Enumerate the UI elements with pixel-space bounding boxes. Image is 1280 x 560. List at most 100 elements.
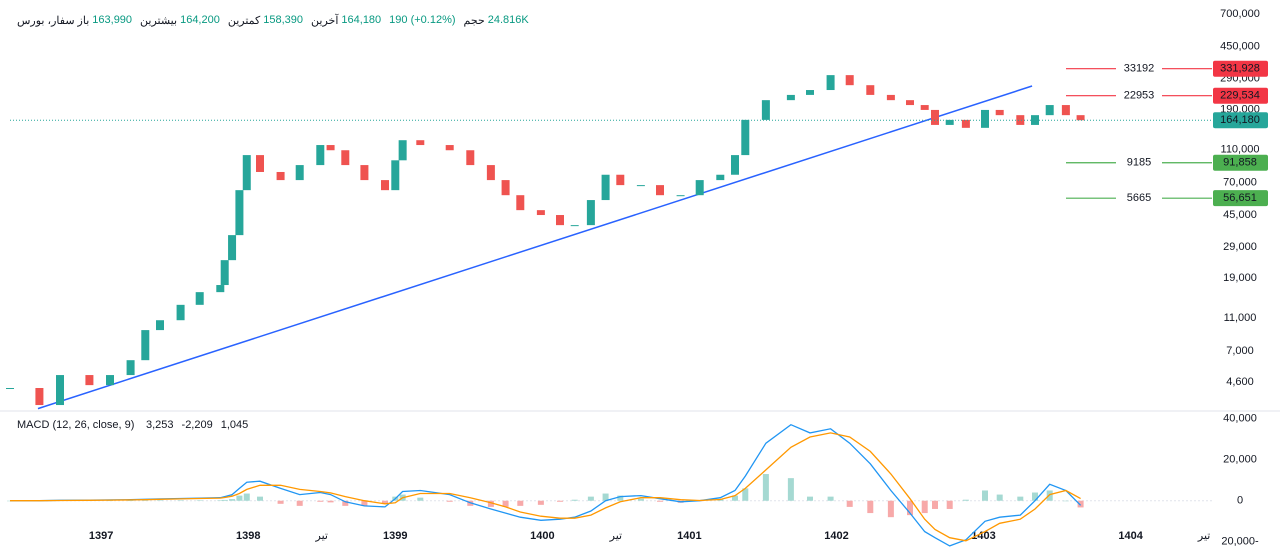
- y-tick-label: 70,000: [1223, 177, 1257, 189]
- candle-body: [1031, 115, 1039, 125]
- candle-body: [276, 171, 285, 181]
- low-label: کمترین: [227, 15, 261, 27]
- header: سفار، بورس باز 163,990 بیشترین 164,200 کمت…: [17, 14, 534, 27]
- candle-body: [141, 330, 150, 361]
- macd-legend-value: 1,045: [221, 419, 249, 431]
- histogram-bar: [487, 500, 494, 507]
- histogram-bar: [887, 500, 894, 518]
- candle-body: [845, 75, 854, 86]
- histogram-bar: [657, 500, 663, 502]
- candle-body: [945, 119, 954, 125]
- candle-body: [636, 185, 645, 187]
- candle-body: [676, 195, 685, 197]
- candle-body: [381, 180, 389, 191]
- x-tick-label: 1403: [971, 530, 995, 542]
- histogram-bar: [602, 493, 609, 501]
- x-tick-label: 1398: [236, 530, 260, 542]
- level-tag-label: 229,534: [1220, 90, 1260, 102]
- histogram-bar: [807, 496, 813, 501]
- candle-body: [106, 375, 114, 386]
- x-tick-label: 1397: [89, 530, 113, 542]
- histogram-bar: [142, 500, 149, 501]
- level-tag-label: 56,651: [1223, 192, 1257, 204]
- histogram-bar: [221, 499, 228, 501]
- x-tick-label: 1402: [824, 530, 848, 542]
- histogram-bar: [867, 500, 874, 514]
- y-tick-label: 4,600: [1226, 376, 1254, 388]
- candle-body: [536, 210, 545, 216]
- candle-body: [486, 165, 495, 181]
- change: 190 (+0.12%): [389, 14, 456, 26]
- histogram-bar: [1046, 490, 1053, 501]
- histogram-bar: [1077, 500, 1084, 508]
- candle-body: [570, 225, 579, 227]
- candle-body: [716, 174, 725, 181]
- candle-body: [56, 375, 64, 406]
- histogram-bar: [317, 500, 324, 502]
- candle-body: [656, 185, 664, 196]
- histogram-bar: [196, 500, 203, 501]
- candle-body: [326, 145, 335, 151]
- y-tick-label: 45,000: [1223, 209, 1257, 221]
- histogram-bar: [277, 500, 284, 504]
- histogram-bar: [502, 500, 509, 507]
- histogram-bar: [787, 478, 794, 501]
- candle-body: [981, 109, 989, 128]
- candle-body: [220, 260, 229, 286]
- candle-body: [126, 360, 135, 376]
- last-value: 164,180: [341, 14, 382, 26]
- y-tick-label: 29,000: [1223, 241, 1257, 253]
- histogram-bar: [921, 500, 928, 514]
- y-tick-label: 40,000: [1223, 412, 1257, 424]
- histogram-bar: [361, 500, 368, 506]
- histogram-bar: [996, 494, 1003, 501]
- candle-body: [242, 155, 251, 191]
- last-price-label: 164,180: [1220, 114, 1260, 126]
- candle-body: [501, 180, 510, 196]
- histogram-bar: [157, 500, 163, 501]
- level-label-bg: [1116, 155, 1162, 170]
- candle-body: [6, 388, 14, 390]
- candle-body: [295, 165, 304, 181]
- histogram-bar: [962, 499, 969, 501]
- x-tick-label: 1399: [383, 530, 407, 542]
- x-tick-label: 1404: [1118, 530, 1143, 542]
- candle-body: [341, 150, 350, 166]
- trendline: [37, 85, 1033, 410]
- candle-body: [931, 109, 939, 125]
- low-value: 158,390: [263, 14, 304, 26]
- volume-value: 24.816K: [487, 14, 529, 26]
- x-tick-label: تیر: [609, 530, 622, 542]
- candle-body: [216, 285, 225, 293]
- histogram-bar: [762, 474, 769, 501]
- level-tag: [1213, 190, 1268, 207]
- histogram-bar: [932, 500, 938, 509]
- candle-body: [586, 200, 595, 226]
- candle-body: [866, 85, 875, 95]
- histogram-bar: [257, 496, 263, 501]
- y-tick-label: 20,000: [1223, 454, 1257, 466]
- candle-body: [1076, 115, 1085, 121]
- candle-body: [961, 119, 970, 128]
- histogram-bar: [732, 495, 738, 501]
- y-tick-label: 20,000-: [1221, 536, 1259, 548]
- histogram-bar: [637, 498, 644, 501]
- candle-body: [995, 109, 1004, 116]
- histogram-bar: [342, 500, 349, 506]
- candle-body: [195, 292, 204, 305]
- candle-body: [176, 304, 185, 321]
- candle-body: [826, 75, 835, 91]
- high-label: بیشترین: [140, 15, 178, 27]
- candle-body: [761, 100, 770, 120]
- histogram-bar: [982, 490, 988, 501]
- histogram-bar: [1017, 496, 1024, 501]
- candle-body: [85, 375, 94, 386]
- level-tag: [1213, 154, 1268, 171]
- candle-body: [786, 94, 795, 101]
- level-tag-label: 331,928: [1220, 63, 1260, 75]
- level-label-bg: [1116, 191, 1162, 206]
- level-label-bg: [1116, 61, 1162, 76]
- histogram-bar: [243, 493, 250, 501]
- level-tag-label: 91,858: [1223, 157, 1257, 169]
